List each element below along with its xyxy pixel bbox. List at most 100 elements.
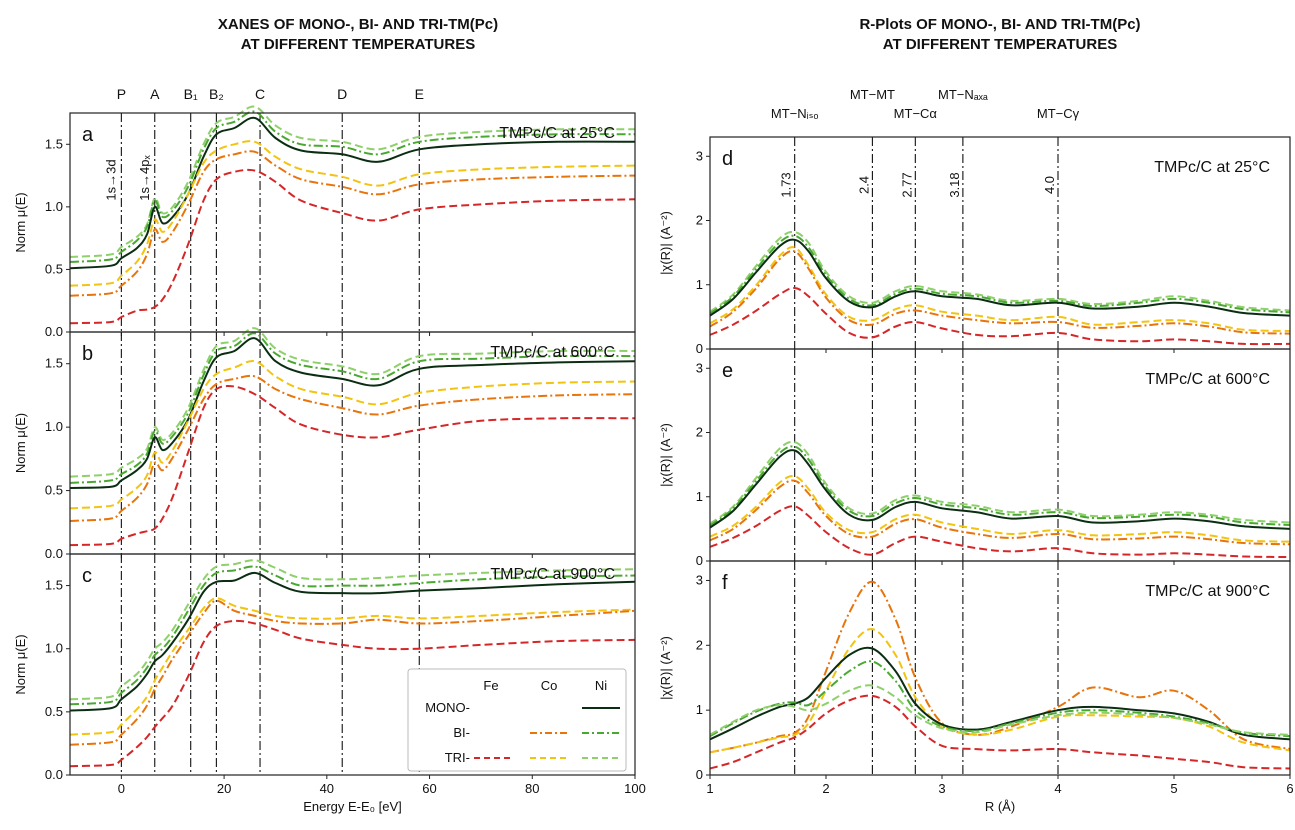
panel-letter: c [82, 565, 92, 587]
transition-label: 1s→3d [103, 159, 118, 200]
series-line-ni-tri [709, 230, 1291, 313]
series-line-ni-tri [69, 105, 636, 258]
y-axis-label: |χ(R)| (A⁻²) [658, 423, 673, 487]
y-tick-label: 0.5 [45, 261, 63, 276]
y-tick-label: 3 [696, 572, 703, 587]
series-line-ni-mono [709, 449, 1291, 530]
y-tick-label: 1 [696, 702, 703, 717]
shell-label: MT−Cγ [1037, 106, 1080, 121]
reference-label: A [150, 86, 160, 102]
x-tick-label: 60 [422, 781, 436, 796]
y-tick-label: 1.5 [45, 136, 63, 151]
x-tick-label: 1 [706, 781, 713, 796]
y-axis-label: Norm μ(E) [13, 413, 28, 473]
y-tick-label: 1 [696, 277, 703, 292]
legend-row-mono: MONO- [425, 700, 470, 715]
series-line-co-bi [709, 580, 1291, 754]
series-line-co-tri [69, 359, 636, 510]
panel-title: TMPc/C at 25°C [499, 125, 615, 142]
legend-row-tri: TRI- [445, 750, 470, 765]
transition-label: 1s→4pₓ [137, 155, 152, 201]
reference-label: P [117, 86, 126, 102]
legend: Fe Co Ni MONO- BI- TRI- [407, 668, 627, 772]
series-line-ni-bi [69, 110, 636, 263]
panel-title: TMPc/C at 900°C [1145, 583, 1270, 600]
panel-title: TMPc/C at 600°C [1145, 371, 1270, 388]
series-line-co-bi [69, 374, 636, 522]
y-tick-label: 1.5 [45, 578, 63, 593]
y-tick-label: 0 [696, 341, 703, 356]
subplot-d: 0 1 2 3 |χ(R)| (A⁻²) d TMPc/C at 25°C [658, 136, 1291, 356]
x-tick-label: 3 [938, 781, 945, 796]
x-tick-label: 5 [1170, 781, 1177, 796]
panel-letter: e [722, 360, 733, 382]
left-title-line1: XANES OF MONO-, BI- AND TRI-TM(Pc) [218, 16, 498, 33]
x-tick-label: 20 [217, 781, 231, 796]
left-title-line2: AT DIFFERENT TEMPERATURES [241, 36, 475, 53]
peak-position-label: 2.4 [856, 176, 871, 194]
x-tick-label: 2 [822, 781, 829, 796]
legend-col-fe: Fe [483, 678, 498, 693]
peak-position-label: 4.0 [1042, 176, 1057, 194]
y-axis-label: |χ(R)| (A⁻²) [658, 211, 673, 275]
x-tick-label: 100 [624, 781, 646, 796]
y-tick-label: 3 [696, 360, 703, 375]
x-tick-label: 6 [1286, 781, 1293, 796]
x-tick-label: 80 [525, 781, 539, 796]
y-tick-label: 1.0 [45, 641, 63, 656]
shell-label: MT−Nᵢₛₒ [771, 106, 819, 121]
peak-position-label: 3.18 [947, 172, 962, 197]
panel-letter: d [722, 148, 733, 170]
right-title-line1: R-Plots OF MONO-, BI- AND TRI-TM(Pc) [859, 16, 1140, 33]
series-line-ni-mono [709, 238, 1291, 317]
series-line-co-tri [709, 474, 1291, 543]
series-line-fe-tri [709, 286, 1291, 346]
series-line-ni-mono [69, 337, 636, 489]
series-line-fe-tri [69, 385, 636, 547]
y-tick-label: 2 [696, 425, 703, 440]
shell-label: MT−Cα [894, 106, 938, 121]
series-line-ni-mono [69, 571, 636, 712]
y-tick-label: 0.0 [45, 324, 63, 339]
reference-label: C [255, 86, 265, 102]
reference-label: B₂ [209, 86, 224, 102]
series-line-ni-bi [69, 332, 636, 484]
peak-position-label: 1.73 [779, 172, 794, 197]
x-tick-label: 40 [320, 781, 334, 796]
y-axis-label: Norm μ(E) [13, 634, 28, 694]
subplot-a: 0.0 0.5 1.0 1.5 Norm μ(E) a TMPc/C at 25°C [13, 105, 636, 339]
x-axis-label: Energy E-E₀ [eV] [303, 799, 402, 814]
y-tick-label: 1.5 [45, 356, 63, 371]
legend-col-ni: Ni [595, 678, 607, 693]
y-tick-label: 2 [696, 637, 703, 652]
y-tick-label: 0.5 [45, 704, 63, 719]
y-tick-label: 3 [696, 148, 703, 163]
series-line-ni-tri [709, 440, 1291, 525]
series-line-ni-bi [709, 234, 1291, 315]
series-line-co-bi [709, 479, 1291, 546]
y-axis-label: |χ(R)| (A⁻²) [658, 636, 673, 700]
y-tick-label: 2 [696, 213, 703, 228]
shell-label: MT−Nₐₓₐ [938, 87, 988, 102]
panel-title: TMPc/C at 600°C [490, 344, 615, 361]
panel-letter: b [82, 343, 93, 365]
subplot-frame [69, 553, 636, 776]
x-tick-label: 0 [118, 781, 125, 796]
panel-letter: f [722, 572, 728, 594]
series-line-ni-mono [709, 646, 1291, 741]
subplot-c: 0.0 0.5 1.0 1.5 Norm μ(E) c TMPc/C at 900°C [13, 553, 636, 782]
series-line-co-tri [709, 628, 1291, 754]
y-tick-label: 1 [696, 489, 703, 504]
y-tick-label: 0.0 [45, 767, 63, 782]
x-axis-label: R (Å) [985, 799, 1015, 814]
y-axis-label: Norm μ(E) [13, 192, 28, 252]
subplot-e: 0 1 2 3 |χ(R)| (A⁻²) e TMPc/C at 600°C [658, 348, 1291, 568]
series-line-ni-bi [69, 565, 636, 706]
series-line-ni-tri [69, 327, 636, 478]
series-line-ni-tri [709, 684, 1291, 736]
panel-title: TMPc/C at 25°C [1154, 159, 1270, 176]
reference-label: D [337, 86, 347, 102]
legend-row-bi: BI- [453, 725, 470, 740]
